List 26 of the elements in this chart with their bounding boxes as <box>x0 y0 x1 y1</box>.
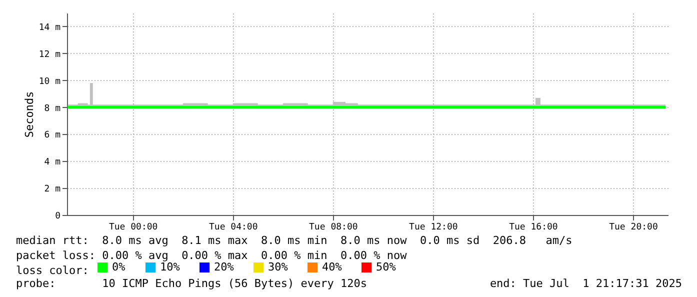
y-tick-label: 2 m <box>44 184 60 195</box>
y-tick-label: 0 <box>55 212 60 222</box>
text: end: Tue Jul 1 21:17:31 2025 <box>490 277 682 290</box>
x-tick-label: Tue 08:00 <box>309 222 358 232</box>
legend-title: loss color: <box>16 264 89 277</box>
y-tick-label: 6 m <box>44 130 60 141</box>
x-tick-label: Tue 16:00 <box>509 222 558 232</box>
x-tick-label: Tue 04:00 <box>208 222 258 232</box>
y-tick-label: 10 m <box>38 76 60 87</box>
legend-label: 40% <box>322 260 342 274</box>
y-tick-label: 4 m <box>44 158 60 168</box>
y-tick-label: 12 m <box>38 50 60 60</box>
legend-label: 30% <box>268 260 288 274</box>
x-tick-label: Tue 00:00 <box>108 222 158 232</box>
text: probe: 10 ICMP Echo Pings (56 Bytes) every 120s <box>16 277 367 290</box>
y-tick-label: 8 m <box>44 104 60 114</box>
legend-label: 50% <box>376 260 396 274</box>
y-tick-label: 14 m <box>38 22 60 33</box>
x-tick-label: Tue 12:00 <box>409 222 458 232</box>
y-axis-title: Seconds <box>22 91 36 138</box>
legend-label: 0% <box>112 260 126 274</box>
x-tick-label: Tue 20:00 <box>609 222 658 232</box>
legend-label: 20% <box>214 260 234 274</box>
text: packet loss: 0.00 % avg 0.00 % max 0.00 % min 0.00 % now <box>16 249 408 262</box>
legend-label: 10% <box>160 260 180 274</box>
text: median rtt: 8.0 ms avg 8.1 ms max 8.0 ms min 8.0 ms now 0.0 ms sd 206.8 am/s <box>16 234 572 247</box>
